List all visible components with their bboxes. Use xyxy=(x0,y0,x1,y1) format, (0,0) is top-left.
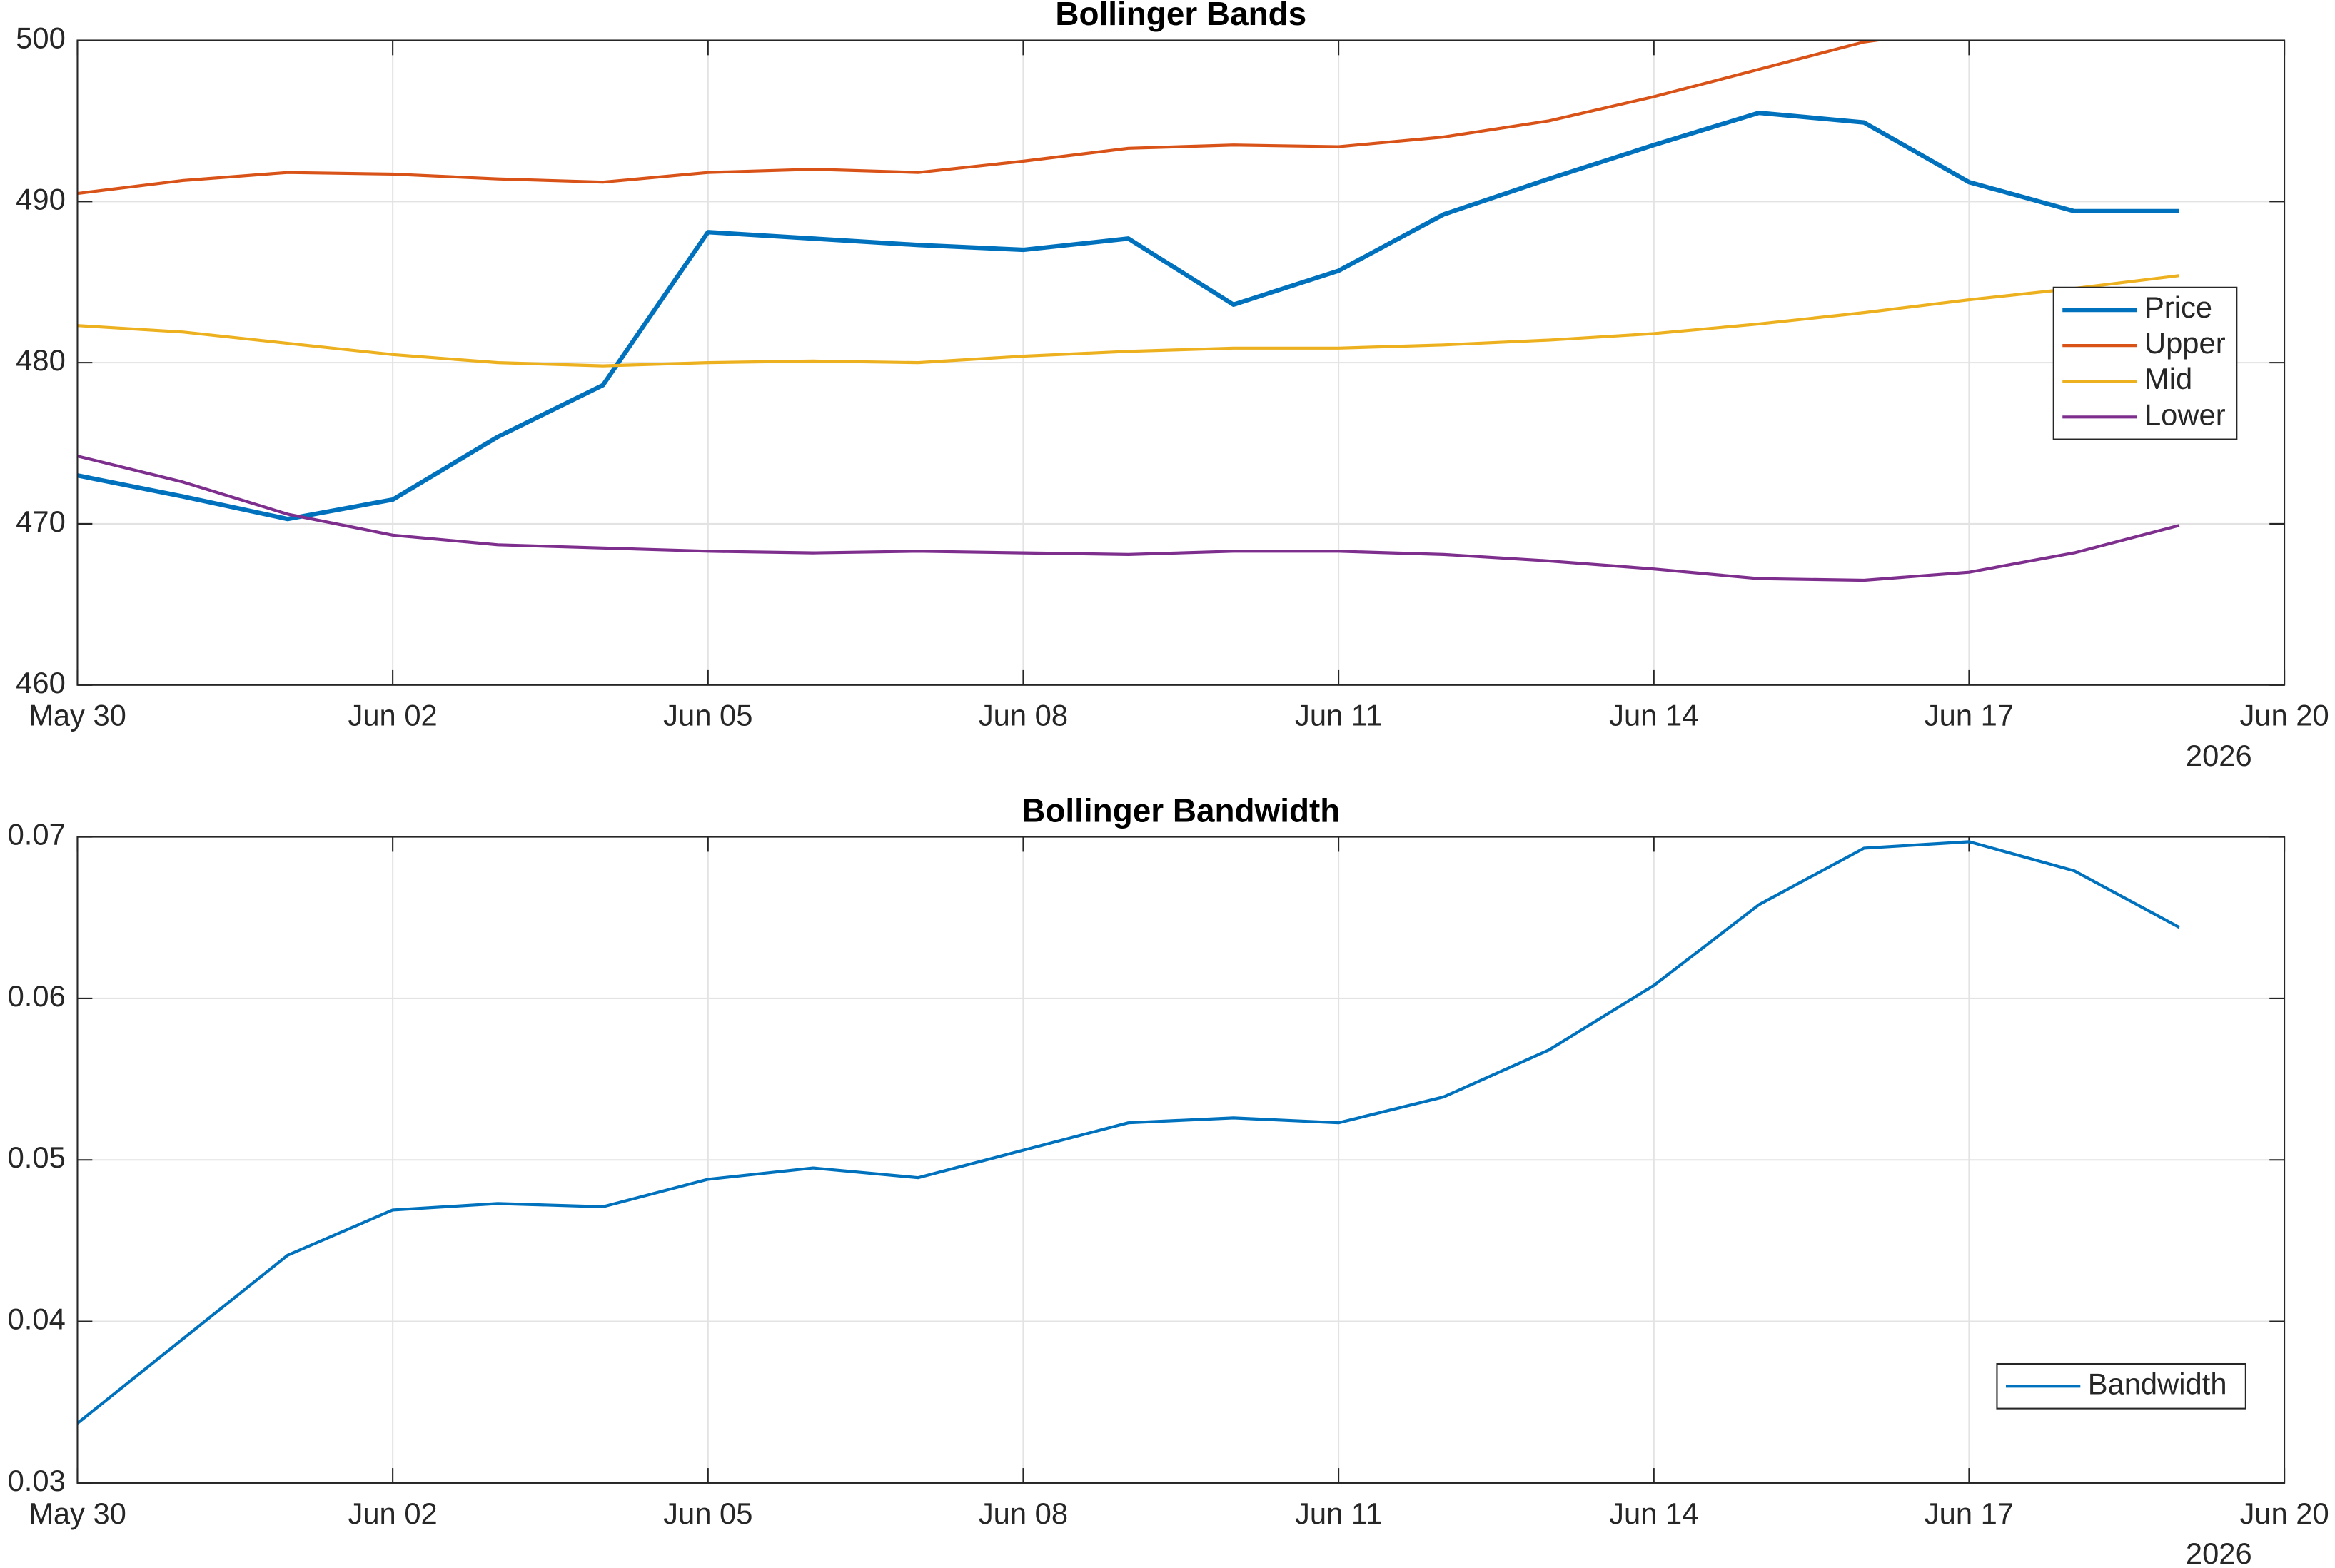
x-tick-label: Jun 02 xyxy=(348,699,438,732)
series-line xyxy=(77,40,1887,196)
chart-title: Bollinger Bandwidth xyxy=(1022,791,1340,829)
y-tick-label: 470 xyxy=(16,505,66,538)
legend-label: Mid xyxy=(2144,362,2192,395)
x-tick-label: Jun 02 xyxy=(348,1497,438,1530)
axes-box xyxy=(76,39,2286,686)
y-tick-label: 0.07 xyxy=(8,818,66,851)
x-year-label: 2026 xyxy=(2186,739,2252,772)
y-tick-label: 490 xyxy=(16,182,66,216)
y-tick-label: 460 xyxy=(16,666,66,699)
chart-title: Bollinger Bands xyxy=(1055,0,1306,32)
x-tick-label: Jun 14 xyxy=(1609,1497,1698,1530)
x-tick-label: Jun 11 xyxy=(1295,699,1382,732)
y-tick-label: 480 xyxy=(16,343,66,377)
y-tick-label: 0.03 xyxy=(8,1464,66,1497)
y-tick-label: 0.06 xyxy=(8,979,66,1013)
series-line xyxy=(77,455,2180,582)
legend-box xyxy=(2052,286,2238,440)
legend-label: Price xyxy=(2144,290,2212,324)
x-tick-label: Jun 08 xyxy=(979,699,1068,732)
axes-box xyxy=(76,836,2286,1484)
x-tick-label: Jun 05 xyxy=(663,1497,752,1530)
legend-label: Lower xyxy=(2144,398,2226,431)
x-tick-label: Jun 05 xyxy=(663,699,752,732)
x-tick-label: Jun 17 xyxy=(1925,699,2014,732)
legend: Bandwidth xyxy=(1996,1362,2246,1410)
x-tick-label: Jun 20 xyxy=(2239,699,2329,732)
x-year-label: 2026 xyxy=(2186,1537,2252,1568)
series-line xyxy=(77,840,2180,1425)
y-tick-label: 0.05 xyxy=(8,1140,66,1174)
series-line xyxy=(77,110,2179,522)
x-tick-label: Jun 17 xyxy=(1925,1497,2014,1530)
legend-label: Bandwidth xyxy=(2088,1367,2227,1400)
x-tick-label: Jun 14 xyxy=(1609,699,1698,732)
x-tick-label: May 30 xyxy=(29,1497,126,1530)
y-tick-label: 500 xyxy=(16,21,66,55)
x-tick-label: Jun 08 xyxy=(979,1497,1068,1530)
x-tick-label: Jun 11 xyxy=(1295,1497,1382,1530)
x-tick-label: May 30 xyxy=(29,699,126,732)
x-tick-label: Jun 20 xyxy=(2239,1497,2329,1530)
series-line xyxy=(77,274,2180,368)
legend-label: Upper xyxy=(2144,326,2226,360)
y-tick-label: 0.04 xyxy=(8,1303,66,1336)
